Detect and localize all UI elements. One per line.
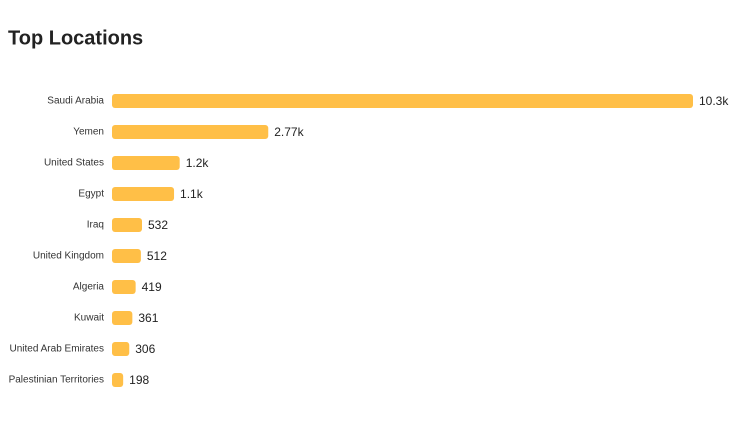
chart-title: Top Locations bbox=[8, 27, 143, 49]
bar bbox=[112, 218, 143, 232]
category-label: Kuwait bbox=[74, 313, 104, 324]
value-label: 10.3k bbox=[699, 94, 729, 108]
category-label: Palestinian Territories bbox=[9, 375, 104, 386]
bar bbox=[112, 125, 269, 139]
bar bbox=[112, 280, 136, 294]
value-label: 532 bbox=[148, 218, 168, 232]
bar bbox=[112, 311, 133, 325]
bar bbox=[112, 156, 180, 170]
category-label: Egypt bbox=[78, 189, 104, 200]
category-label: Yemen bbox=[73, 127, 104, 138]
value-label: 306 bbox=[135, 342, 155, 356]
category-label: Algeria bbox=[73, 282, 105, 293]
bar bbox=[112, 373, 124, 387]
bar bbox=[112, 94, 693, 108]
bar bbox=[112, 342, 130, 356]
category-label: United States bbox=[44, 158, 104, 169]
category-label: United Kingdom bbox=[33, 251, 104, 262]
value-label: 1.1k bbox=[180, 187, 204, 201]
value-label: 2.77k bbox=[274, 125, 304, 139]
value-label: 1.2k bbox=[186, 156, 210, 170]
value-label: 198 bbox=[129, 373, 149, 387]
value-label: 512 bbox=[147, 249, 167, 263]
category-label: Saudi Arabia bbox=[47, 96, 104, 107]
bar bbox=[112, 249, 141, 263]
bar bbox=[112, 187, 175, 201]
value-label: 419 bbox=[142, 280, 162, 294]
category-label: United Arab Emirates bbox=[10, 344, 105, 355]
value-label: 361 bbox=[138, 311, 158, 325]
category-label: Iraq bbox=[87, 220, 104, 231]
